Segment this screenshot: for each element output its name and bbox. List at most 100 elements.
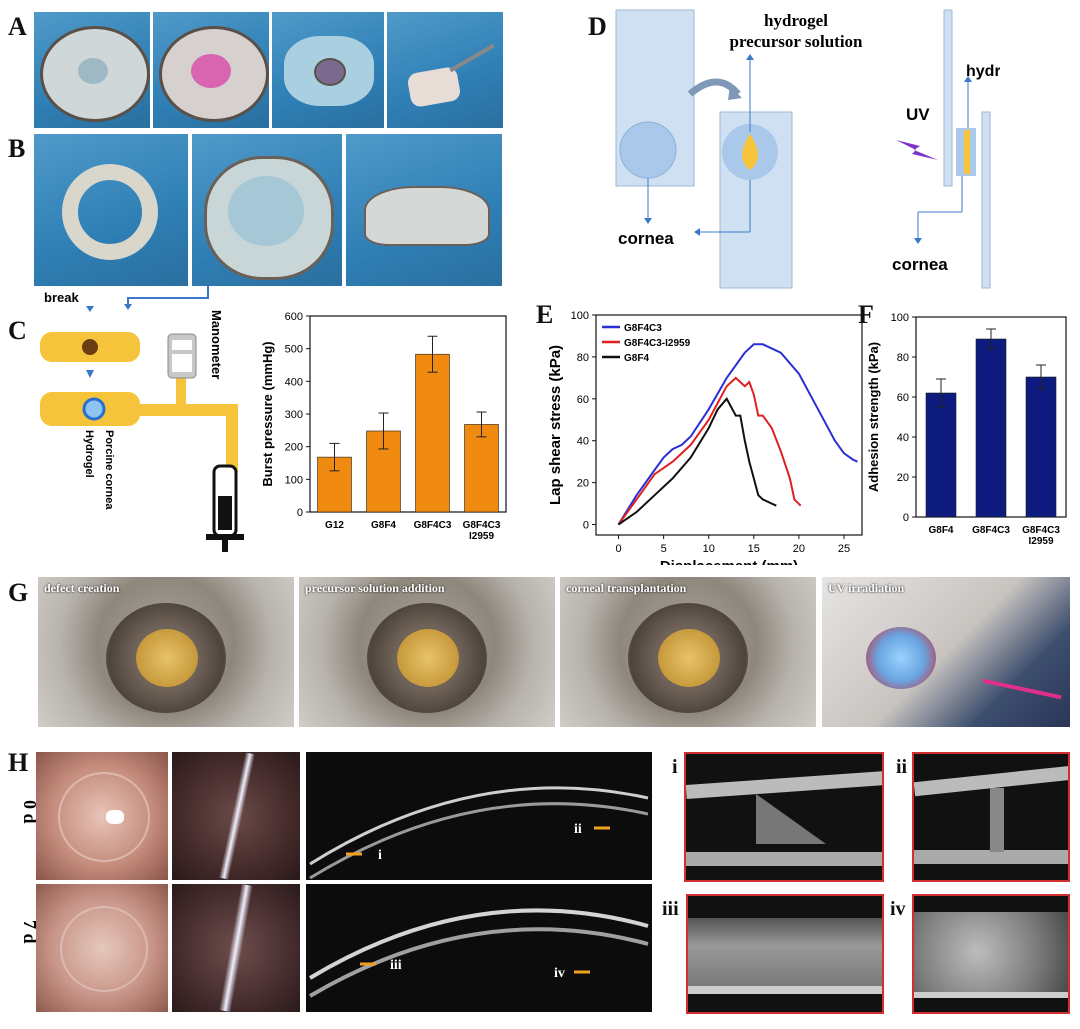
series-line [617, 376, 802, 526]
cornea-right-label: cornea [892, 255, 948, 274]
y-axis-label: Burst pressure (mmHg) [260, 341, 275, 486]
y-tick-label: 80 [897, 352, 909, 364]
slit-0d-beam [172, 752, 300, 880]
x-tick-label: G8F4C3 [414, 520, 452, 531]
x-tick-label: 15 [748, 543, 760, 555]
bar [1025, 376, 1057, 518]
g-photo-4: UV irradiation [822, 577, 1070, 727]
y-tick-label: 300 [285, 409, 303, 421]
zoom-i [684, 752, 884, 882]
uv-label: UV [906, 105, 930, 124]
panel-label-e: E [536, 300, 554, 329]
y-tick-label: 20 [897, 472, 909, 484]
g-photo-1: defect creation [38, 577, 294, 727]
oct-marker-i: i [378, 848, 382, 863]
photo-a1 [34, 12, 150, 128]
legend-label: G8F4 [624, 353, 649, 364]
bar [415, 353, 450, 513]
slit-0d-diffuse [36, 752, 168, 880]
panel-label-h: H [8, 748, 29, 777]
y-tick-label: 600 [285, 311, 303, 323]
oct-marker-iv: iv [554, 966, 565, 981]
uv-bolt-icon [896, 140, 938, 160]
y-tick-label: 400 [285, 376, 303, 388]
y-tick-label: 200 [285, 442, 303, 454]
hydrogel-d-label: hydrogel [966, 63, 1000, 80]
zoom-label-i: i [672, 756, 678, 778]
porcine-cornea-label: Porcine cornea [103, 430, 115, 510]
y-tick-label: 40 [897, 432, 909, 444]
y-tick-label: 0 [583, 520, 589, 532]
oct-0d: i ii [306, 752, 652, 880]
series-line [617, 397, 777, 526]
g-caption-3: corneal transplantation [566, 581, 687, 595]
bar [925, 392, 957, 518]
x-tick-label: G8F4 [371, 520, 396, 531]
photo-b3 [346, 134, 502, 286]
y-tick-label: 20 [577, 478, 589, 490]
y-tick-label: 60 [897, 392, 909, 404]
slit-7d-beam [172, 884, 300, 1012]
y-tick-label: 100 [891, 312, 909, 324]
zoom-label-iii: iii [662, 898, 679, 920]
photo-b2 [192, 134, 342, 286]
y-tick-label: 100 [285, 474, 303, 486]
photo-b1 [34, 134, 188, 286]
manometer-label: Manometer [209, 310, 224, 379]
hydrogel-c-label: Hydrogel [83, 430, 95, 478]
x-tick-label: G8F4C3 I2959 [1022, 525, 1060, 547]
zoom-label-iv: iv [890, 898, 906, 920]
x-tick-label: 10 [703, 543, 715, 555]
legend-label: G8F4C3 [624, 323, 662, 334]
x-tick-label: 5 [661, 543, 667, 555]
g-caption-1: defect creation [44, 581, 120, 595]
oct-7d: iii iv [306, 884, 652, 1012]
x-tick-label: 20 [793, 543, 805, 555]
chart-e-lap-shear: 0 20 40 60 80 100 0 5 10 15 20 25 G8F4C3 G8F4C3-I2959… [547, 310, 863, 565]
zoom-ii [912, 752, 1070, 882]
x-tick-label: G8F4C3 I2959 [463, 520, 501, 542]
y-tick-label: 80 [577, 352, 589, 364]
cornea-left-label: cornea [618, 229, 674, 248]
x-tick-label: 25 [838, 543, 850, 555]
panel-label-b: B [8, 134, 26, 163]
slit-7d-diffuse [36, 884, 168, 1012]
g-photo-3: corneal transplantation [560, 577, 816, 727]
y-axis-label: Adhesion strength (kPa) [866, 342, 881, 492]
panel-c-schematic: break Manometer Porcine cornea Hydrogel [40, 286, 244, 552]
legend-label: G8F4C3-I2959 [624, 338, 691, 349]
panel-d-schematic: cornea hydrogel cornea UV [615, 9, 1000, 289]
chart-f-adhesion: 0 20 40 60 80 100 G8F4 G8F4C3 G8F4C3 I2959 Adhesio… [866, 312, 1067, 547]
g-caption-2: precursor solution addition [305, 581, 445, 595]
y-tick-label: 0 [903, 512, 909, 524]
break-label: break [44, 290, 79, 305]
panel-label-c: C [8, 316, 27, 345]
y-tick-label: 100 [571, 310, 589, 322]
zoom-label-ii: ii [896, 756, 908, 778]
chart-c-burst-pressure: 0 100 200 300 400 500 600 G12 G8F4 G8F4C3 G8F4C3 I2… [260, 311, 507, 542]
photo-a4 [387, 12, 503, 128]
panel-label-d: D [588, 12, 607, 41]
x-tick-label: G8F4C3 [972, 525, 1010, 536]
series-line [617, 343, 858, 526]
bar [464, 424, 499, 513]
g-photo-2: precursor solution addition [299, 577, 555, 727]
y-tick-label: 60 [577, 394, 589, 406]
panel-label-a: A [8, 12, 27, 41]
g-caption-4: UV irradiation [828, 581, 905, 595]
x-axis-label: Displacement (mm) [660, 558, 798, 565]
x-tick-label: G8F4 [928, 525, 953, 536]
photo-a2 [153, 12, 269, 128]
oct-marker-ii: ii [574, 822, 582, 837]
photo-a3 [272, 12, 384, 128]
y-tick-label: 0 [297, 507, 303, 519]
y-tick-label: 40 [577, 436, 589, 448]
y-axis-label: Lap shear stress (kPa) [547, 345, 564, 505]
panel-label-g: G [8, 578, 29, 607]
x-tick-label: 0 [615, 543, 621, 555]
precursor-label: hydrogel precursor solution [729, 11, 863, 51]
x-tick-label: G12 [325, 520, 344, 531]
panel-label-f: F [858, 300, 874, 329]
oct-marker-iii: iii [390, 958, 402, 973]
y-tick-label: 500 [285, 344, 303, 356]
